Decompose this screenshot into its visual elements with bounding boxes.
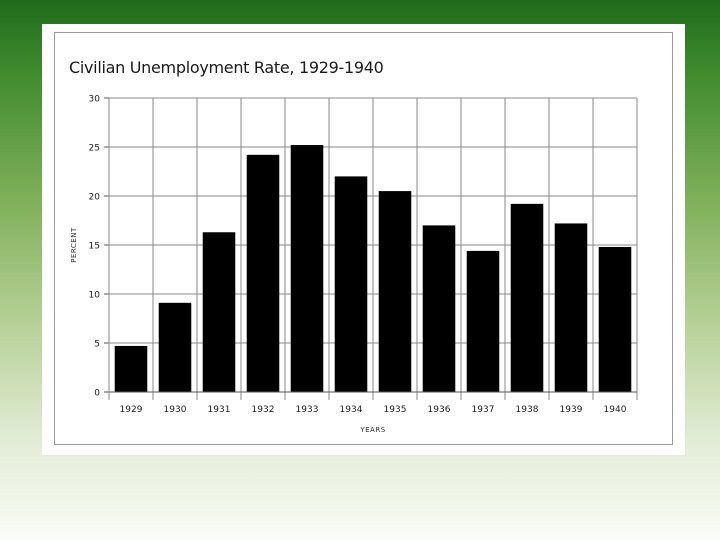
x-tick-label: 1932 (252, 405, 275, 415)
x-tick-label: 1929 (120, 405, 143, 415)
x-tick-label: 1935 (384, 405, 407, 415)
x-tick-label: 1939 (560, 405, 583, 415)
bar-1940 (598, 246, 632, 392)
x-tick-label: 1936 (428, 405, 451, 415)
bar-chart: 0 5 10 15 20 25 30 1929 1930 1931 1932 1933 1934 1935… (70, 95, 638, 434)
y-tick-label: 25 (89, 144, 100, 154)
x-tick-label: 1940 (604, 405, 627, 415)
slide-card: Civilian Unemployment Rate, 1929-1940 0 5… (42, 24, 685, 455)
bar-1934 (334, 176, 368, 392)
y-tick-label: 20 (89, 193, 101, 203)
bar-1930 (158, 302, 192, 392)
bar-1938 (510, 203, 544, 392)
chart-frame (54, 32, 673, 445)
bar-1936 (422, 225, 456, 392)
x-tick-label: 1938 (516, 405, 539, 415)
bar-1939 (554, 223, 588, 392)
bar-1931 (202, 232, 236, 392)
y-axis-label: PERCENT (70, 227, 78, 263)
x-tick-label: 1933 (296, 405, 319, 415)
x-tick-label: 1930 (164, 405, 187, 415)
x-tick-label: 1937 (472, 405, 495, 415)
chart-title: Civilian Unemployment Rate, 1929-1940 (69, 58, 384, 77)
x-axis-label: YEARS (359, 426, 385, 434)
bar-1935 (378, 191, 412, 392)
y-tick-label: 0 (94, 389, 100, 399)
y-tick-label: 30 (89, 95, 101, 105)
bar-1937 (466, 250, 500, 392)
bar-1932 (246, 154, 280, 392)
bar-1933 (290, 145, 324, 392)
x-tick-label: 1934 (340, 405, 363, 415)
y-tick-label: 5 (94, 340, 100, 350)
x-tick-label: 1931 (208, 405, 231, 415)
y-tick-label: 10 (89, 291, 101, 301)
y-tick-label: 15 (89, 242, 100, 252)
bar-1929 (114, 345, 148, 392)
